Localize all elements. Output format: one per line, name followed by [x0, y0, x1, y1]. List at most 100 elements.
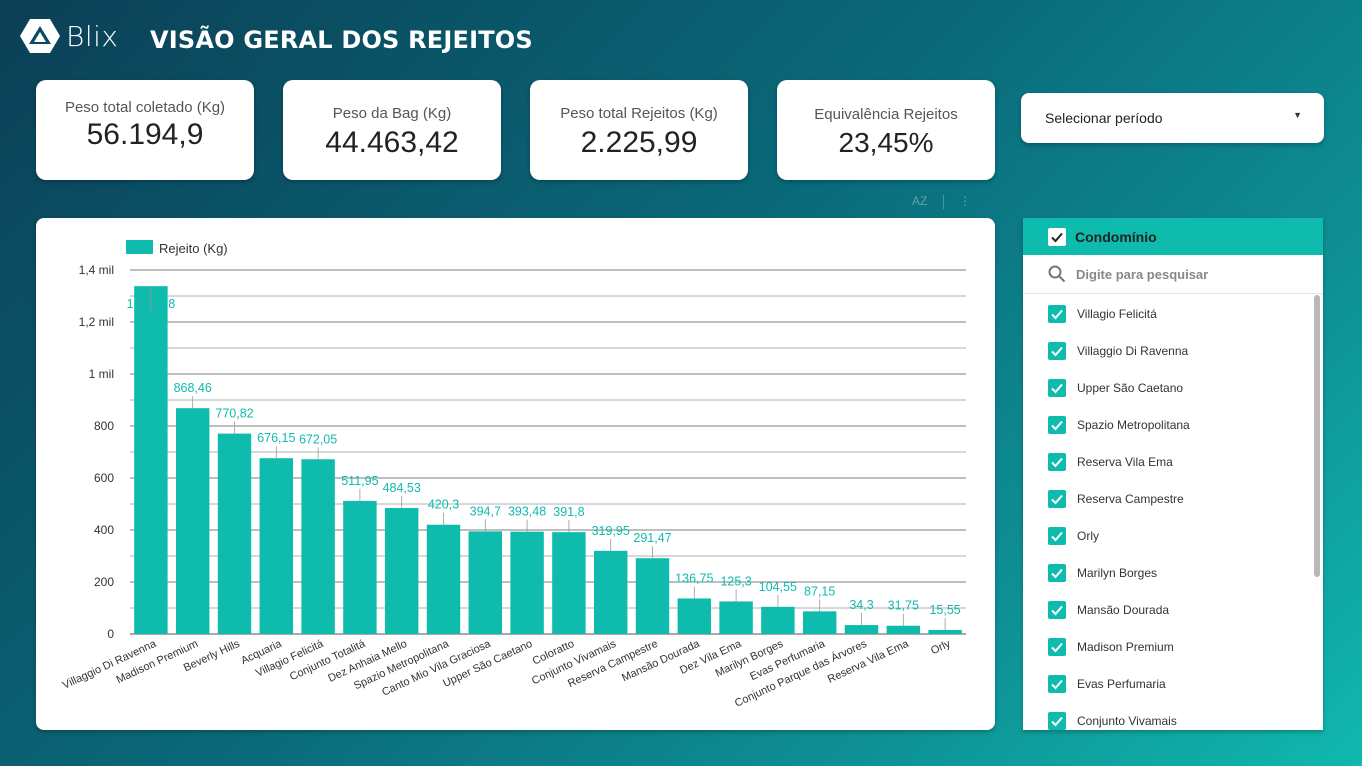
bar[interactable]: [259, 458, 294, 634]
data-label: 319,95: [592, 524, 630, 538]
kpi-label: Peso da Bag (Kg): [332, 105, 452, 122]
toolbar-divider: [942, 194, 944, 209]
item-checkbox[interactable]: [1048, 637, 1066, 656]
item-checkbox[interactable]: [1048, 711, 1066, 730]
item-label: Reserva Campestre: [1077, 491, 1184, 506]
item-checkbox[interactable]: [1048, 600, 1066, 619]
filter-item[interactable]: Mansão Dourada: [1023, 591, 1323, 628]
check-icon: [1051, 457, 1063, 467]
legend-label: Rejeito (Kg): [159, 241, 228, 256]
filter-item[interactable]: Conjunto Vivamais: [1023, 702, 1323, 730]
caret-down-icon: ▼: [1293, 110, 1302, 120]
check-icon: [1051, 383, 1063, 393]
data-label: 31,75: [888, 599, 919, 613]
y-tick-label: 1,2 mil: [79, 315, 114, 329]
item-checkbox[interactable]: [1048, 341, 1066, 360]
kpi-card-total-rejects: Peso total Rejeitos (Kg) 2.225,99: [530, 80, 748, 180]
data-label: 87,15: [804, 584, 835, 598]
check-icon: [1051, 309, 1063, 319]
kpi-value: 2.225,99: [580, 126, 698, 159]
bar[interactable]: [552, 532, 586, 634]
item-checkbox[interactable]: [1048, 563, 1066, 582]
filter-item[interactable]: Villagio Felicitá: [1023, 295, 1323, 332]
bar[interactable]: [426, 524, 461, 634]
item-label: Spazio Metropolitana: [1077, 417, 1190, 432]
page-title: VISÃO GERAL DOS REJEITOS: [150, 26, 533, 54]
filter-item[interactable]: Upper São Caetano: [1023, 369, 1323, 406]
bar[interactable]: [928, 629, 962, 634]
data-label: 15,55: [929, 603, 960, 617]
bar[interactable]: [175, 408, 210, 634]
bar[interactable]: [761, 606, 795, 634]
bars: [134, 286, 962, 634]
bar[interactable]: [802, 611, 837, 634]
item-label: Villaggio Di Ravenna: [1077, 343, 1189, 358]
data-label: 393,48: [508, 505, 546, 519]
filter-item[interactable]: Reserva Vila Ema: [1023, 443, 1323, 480]
item-label: Evas Perfumaria: [1077, 676, 1166, 691]
item-checkbox[interactable]: [1048, 452, 1066, 471]
bar[interactable]: [217, 433, 252, 634]
more-vert-icon[interactable]: ⋮: [959, 194, 972, 208]
bar[interactable]: [886, 625, 921, 634]
check-icon: [1051, 494, 1063, 504]
data-label: 770,82: [215, 407, 253, 421]
bar[interactable]: [510, 531, 544, 634]
item-checkbox[interactable]: [1048, 489, 1066, 508]
search-input[interactable]: Digite para pesquisar: [1076, 266, 1209, 282]
bar[interactable]: [593, 550, 628, 634]
filter-item[interactable]: Marilyn Borges: [1023, 554, 1323, 591]
bar[interactable]: [635, 558, 670, 634]
item-label: Reserva Vila Ema: [1077, 454, 1173, 469]
scrollbar-thumb[interactable]: [1314, 295, 1320, 577]
filter-item[interactable]: Villaggio Di Ravenna: [1023, 332, 1323, 369]
bar[interactable]: [719, 601, 753, 634]
data-label: 291,47: [633, 531, 671, 545]
kpi-value: 44.463,42: [325, 126, 459, 159]
data-label: 34,3: [849, 598, 873, 612]
bar[interactable]: [677, 598, 712, 634]
check-icon: [1051, 716, 1063, 726]
filter-item[interactable]: Madison Premium: [1023, 628, 1323, 665]
data-label: 420,3: [428, 498, 459, 512]
data-label: 394,7: [470, 504, 501, 518]
data-label: 136,75: [675, 571, 713, 585]
bar[interactable]: [134, 286, 168, 634]
logo-text: Blix: [66, 19, 119, 53]
item-checkbox[interactable]: [1048, 378, 1066, 397]
condominium-filter: Condomínio Digite para pesquisar Villagi…: [1023, 218, 1323, 730]
data-label: 676,15: [257, 431, 295, 445]
item-checkbox[interactable]: [1048, 674, 1066, 693]
bar[interactable]: [384, 508, 419, 634]
bar[interactable]: [468, 531, 503, 634]
period-select[interactable]: Selecionar período ▼: [1021, 93, 1324, 143]
kpi-value: 56.194,9: [86, 118, 204, 151]
filter-header[interactable]: Condomínio: [1023, 218, 1323, 255]
bar-chart: 0 200 400 600 800 1 mil 1,2 mil 1,4 mil 1.337,7…: [61, 240, 966, 710]
kpi-value: 23,45%: [838, 127, 934, 158]
item-checkbox[interactable]: [1048, 415, 1066, 434]
check-icon: [1051, 232, 1063, 242]
x-tick-label: Orly: [929, 638, 953, 658]
sort-az-icon[interactable]: AZ: [912, 194, 928, 208]
filter-search[interactable]: Digite para pesquisar: [1023, 255, 1323, 294]
filter-list: Villagio Felicitá Villaggio Di Ravenna Upp…: [1023, 294, 1323, 730]
item-checkbox[interactable]: [1048, 304, 1066, 323]
filter-item[interactable]: Reserva Campestre: [1023, 480, 1323, 517]
select-all-checkbox[interactable]: [1048, 227, 1066, 246]
bar[interactable]: [844, 625, 879, 634]
check-icon: [1051, 568, 1063, 578]
logo: Blix: [20, 18, 118, 54]
bar[interactable]: [343, 500, 377, 634]
legend-swatch: [126, 240, 153, 254]
bar[interactable]: [301, 459, 335, 634]
kpi-card-total-collected: Peso total coletado (Kg) 56.194,9: [36, 80, 254, 180]
filter-item[interactable]: Orly: [1023, 517, 1323, 554]
filter-item[interactable]: Evas Perfumaria: [1023, 665, 1323, 702]
kpi-label: Equivalência Rejeitos: [814, 106, 958, 123]
filter-item[interactable]: Spazio Metropolitana: [1023, 406, 1323, 443]
item-checkbox[interactable]: [1048, 526, 1066, 545]
check-icon: [1051, 605, 1063, 615]
data-label: 104,55: [759, 580, 797, 594]
